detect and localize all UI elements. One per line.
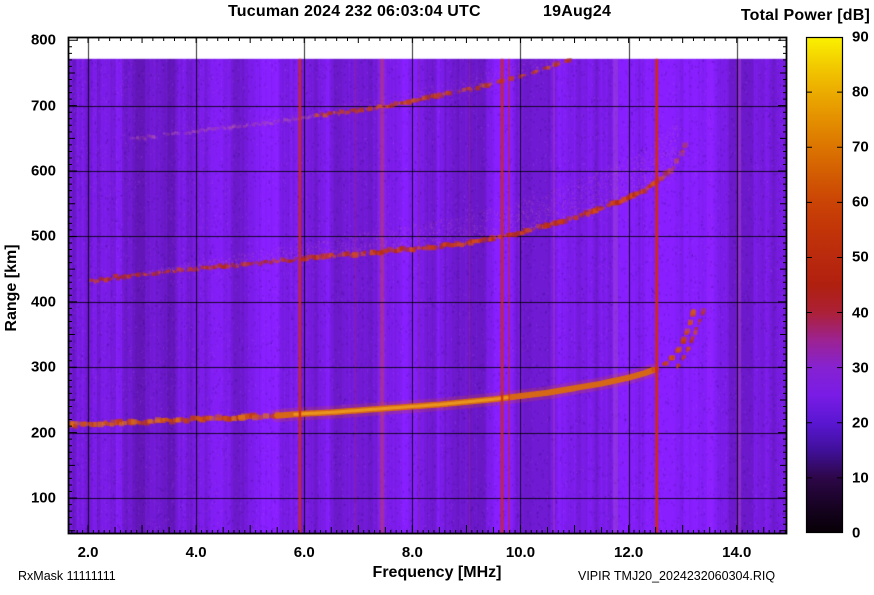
date-label: 19Aug24 [543,3,612,20]
colorbar-title: Total Power [dB] [740,7,870,24]
plot-title: Tucuman 2024 232 06:03:04 UTC [228,3,481,20]
ionogram-canvas [68,37,787,534]
rxmask-label: RxMask 11111111 [18,569,116,583]
x-axis-label: Frequency [MHz] [372,564,502,581]
filename-label: VIPIR TMJ20_2024232060304.RIQ [578,569,776,583]
colorbar-canvas [806,37,843,533]
